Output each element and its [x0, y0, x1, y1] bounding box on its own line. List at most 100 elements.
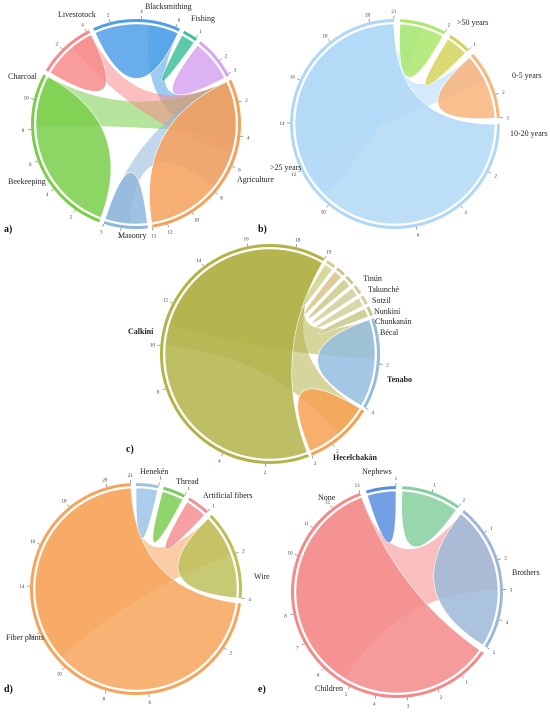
chord-fishing	[172, 44, 226, 96]
tick-label: 1	[395, 477, 398, 482]
chord-sotzil	[308, 278, 351, 319]
arc-chunkan-n	[360, 295, 368, 305]
tick-label: 6	[29, 163, 32, 168]
arc-blacksmithing	[182, 30, 197, 41]
tick-mark	[104, 690, 107, 694]
tick-mark	[84, 28, 87, 32]
arc-takunch	[335, 267, 345, 276]
tick-label: 4	[247, 136, 250, 141]
tick-mark	[215, 192, 219, 195]
arc-hecelchak-n	[310, 409, 365, 456]
tick-label: 4	[81, 23, 84, 28]
arc-calkin	[160, 244, 325, 464]
chord-hecelchak-n	[297, 388, 361, 452]
node-label-masonry: Masonry	[118, 231, 146, 240]
node-label-25-years: >25 years	[270, 163, 301, 172]
tick-label: 16	[244, 237, 250, 242]
node-label-fishing: Fishing	[191, 14, 215, 23]
tick-label: 3	[234, 69, 237, 74]
tick-label: 4	[46, 193, 49, 198]
tick-label: 1	[490, 527, 493, 532]
chord-10-20-years	[437, 56, 496, 119]
tick-label: 3	[314, 462, 317, 467]
panel-d-chord-chart: 1112426810121416182021HenekénThreadArtif…	[4, 467, 270, 706]
chord-takunch	[303, 270, 342, 315]
node-label-tin-n: Tinún	[363, 274, 382, 283]
tick-label: 2	[463, 499, 466, 504]
tick-mark	[458, 503, 462, 507]
tick-label: 4	[464, 211, 467, 216]
tick-label: 20	[102, 478, 108, 483]
panel-e-chord-chart: 121234512345678101112131NephewsBrothersC…	[258, 467, 540, 709]
tick-label: 2	[245, 99, 248, 104]
tick-mark	[294, 554, 298, 556]
tick-label: 10	[24, 97, 30, 102]
tick-label: 6	[317, 673, 320, 678]
tick-mark	[227, 71, 231, 74]
tick-label: 2	[494, 174, 497, 179]
panel-letter: c)	[126, 444, 134, 455]
node-label-artificial-fibers: Artificial fibers	[203, 491, 253, 500]
tick-label: 3	[407, 704, 410, 709]
tick-mark	[223, 647, 227, 650]
tick-mark	[102, 223, 104, 227]
tick-label: 12	[325, 501, 331, 506]
node-label-henek-n: Henekén	[140, 467, 168, 476]
tick-label: 6	[149, 701, 152, 706]
tick-mark	[332, 444, 335, 447]
chord-fiber-plants	[34, 487, 237, 691]
tick-label: 18	[62, 500, 68, 505]
arc-none	[365, 486, 396, 494]
node-label-chunkan-n: Chunkanán	[375, 317, 411, 326]
tick-mark	[499, 619, 503, 621]
chord-henek-n	[135, 487, 158, 540]
node-label-livestotock: Livestotock	[58, 10, 96, 19]
node-label-hecelchak-n: Hecelchakán	[333, 453, 378, 462]
tick-label: 3	[100, 231, 103, 236]
node-label-charcoal: Charcoal	[8, 72, 38, 81]
arc-fishing	[198, 41, 230, 77]
node-label-10-20-years: 10-20 years	[510, 129, 548, 138]
chord-agriculture	[149, 81, 237, 224]
tick-label: 2	[229, 651, 232, 656]
arc-tin-n	[325, 260, 336, 268]
chord-b-cal	[317, 308, 369, 334]
chord-children	[295, 497, 480, 694]
tick-label: 4	[506, 621, 509, 626]
tick-label: 5	[345, 693, 348, 698]
arc-b-cal	[366, 306, 373, 317]
chord-nephews	[401, 490, 457, 548]
tick-mark	[324, 255, 327, 259]
tick-label: 18	[295, 238, 301, 243]
tick-mark	[62, 667, 65, 670]
arc-masonry	[103, 221, 148, 229]
tick-mark	[416, 226, 418, 230]
tick-label: 1	[159, 477, 162, 482]
node-label-beekeeping: Beekeeping	[8, 177, 46, 186]
tick-label: 12	[163, 298, 169, 303]
tick-label: 1	[199, 30, 202, 35]
tick-label: 4	[371, 411, 374, 416]
tick-label: 1	[465, 681, 468, 686]
tick-mark	[231, 166, 235, 168]
tick-mark	[66, 504, 70, 507]
tick-label: 16	[290, 76, 296, 81]
tick-label: 2	[502, 91, 505, 96]
tick-mark	[221, 453, 224, 457]
tick-mark	[487, 647, 490, 650]
tick-label: 1	[473, 43, 476, 48]
tick-label: 14	[20, 585, 26, 590]
chord-livestotock	[94, 23, 179, 79]
chord-masonry	[104, 172, 148, 225]
tick-label: 8	[284, 615, 287, 620]
tick-label: 6	[417, 234, 420, 239]
tick-mark	[444, 28, 447, 32]
tick-mark	[295, 244, 297, 248]
tick-label: 2	[386, 364, 389, 369]
node-label-nunkin: Nunkiní	[374, 307, 401, 316]
node-label-none: None	[318, 493, 336, 502]
node-label-children: Children	[315, 684, 343, 693]
tick-mark	[51, 188, 54, 192]
node-label-50-years: >50 years	[457, 18, 488, 27]
arc-nephews	[402, 486, 460, 509]
